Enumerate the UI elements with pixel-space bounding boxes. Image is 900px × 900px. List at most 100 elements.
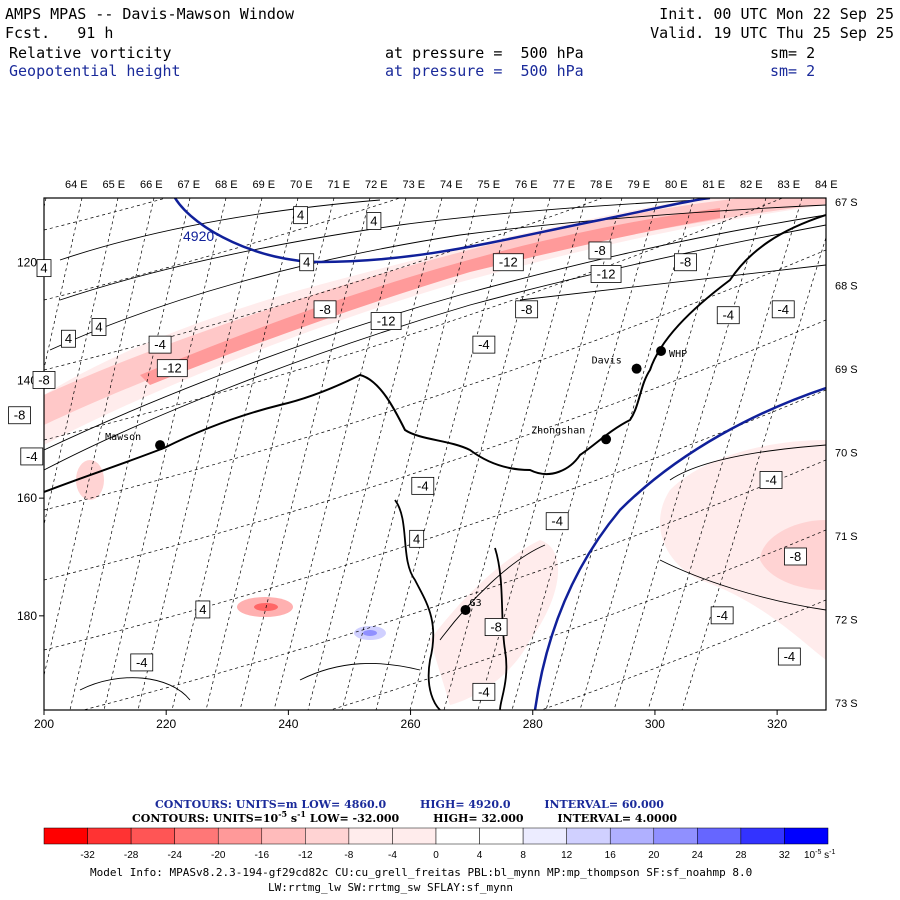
contour-label: -8	[594, 243, 606, 258]
contour-label: 4	[95, 319, 102, 334]
contour-label: -8	[38, 372, 50, 387]
colorbar-swatch	[348, 827, 393, 845]
contour-label-box	[36, 259, 52, 278]
colorbar-tick-label: 4	[477, 850, 483, 861]
longitude-label: 83 E	[778, 179, 801, 191]
vort-southeast	[660, 440, 826, 660]
station-label: G3	[470, 598, 482, 609]
colorbar-tick-label: -8	[344, 850, 353, 861]
contour-label-box	[32, 371, 56, 389]
contour-label-box	[366, 212, 382, 230]
station-dot	[155, 440, 166, 451]
latitude-labels: 67 S 68 S 69 S 70 S 71 S 72 S 73 S	[835, 197, 858, 710]
longitude-label: 79 E	[628, 179, 651, 191]
longitude-label: 65 E	[103, 179, 126, 191]
contour-label: -4	[777, 302, 789, 317]
contour-label: -8	[490, 620, 502, 635]
contour-label-box	[472, 682, 496, 701]
longitude-label: 67 E	[178, 179, 201, 191]
field1-level: at pressure = 500 hPa	[385, 44, 584, 62]
contour-label: -4	[136, 655, 148, 670]
field1-smoothing: sm= 2	[770, 44, 816, 62]
y-tick-label: 140	[17, 373, 37, 387]
colorbar-tick-label: -16	[255, 850, 270, 861]
colorbar-unit: 10-5 s-1	[804, 849, 835, 861]
contour-label-box	[771, 300, 795, 319]
latitude-label: 67 S	[835, 197, 858, 209]
contour-label: -4	[716, 608, 728, 623]
contour-label: -8	[680, 255, 692, 270]
contour-label: -12	[163, 361, 182, 376]
colorbar-swatch	[305, 827, 350, 845]
contour-label-box	[515, 300, 539, 319]
contour-label-box	[588, 241, 612, 260]
contour-label: 4	[370, 214, 377, 229]
contour-label-box	[710, 606, 734, 625]
contour-label: -12	[377, 314, 396, 329]
colorbar-tick-label: -28	[124, 850, 139, 861]
parallel-line	[44, 198, 168, 231]
longitude-label: 71 E	[328, 179, 351, 191]
contour-label: -8	[790, 549, 802, 564]
y-tick-label: 160	[17, 491, 37, 505]
y-axis: 120 140 160 180	[17, 256, 44, 623]
station-label: Mawson	[105, 432, 141, 443]
coastline	[44, 214, 826, 493]
station-dot	[601, 434, 612, 445]
longitude-label: 80 E	[665, 179, 688, 191]
station-dot	[656, 346, 667, 357]
contour-label: -4	[478, 684, 490, 699]
longitude-label: 81 E	[703, 179, 726, 191]
colorbar-swatch	[740, 827, 785, 845]
contour-label: -8	[14, 408, 26, 423]
contour-label-box	[130, 653, 154, 672]
contour-label: 4	[65, 331, 72, 346]
field2-name: Geopotential height	[9, 62, 181, 80]
contour-label: 4	[303, 255, 310, 270]
contour-labels: 4 4 4 4 4 4 4 4 -8 -12 -12 -8 -8 -12 -8 -4 -4 -12 -8 -4 -4 -8…	[8, 206, 807, 701]
longitude-label: 77 E	[553, 179, 576, 191]
contour-label-box	[313, 300, 337, 319]
meridian-line	[0, 198, 10, 710]
contour-label: -8	[521, 302, 533, 317]
colorbar-swatch	[784, 827, 829, 845]
contour-label-box	[409, 529, 425, 548]
longitude-label: 68 E	[215, 179, 238, 191]
x-tick-label: 280	[523, 717, 543, 731]
longitude-label: 78 E	[590, 179, 613, 191]
contour-label: -4	[765, 472, 777, 487]
latitude-label: 69 S	[835, 364, 858, 376]
longitude-label: 75 E	[478, 179, 501, 191]
colorbar-swatch	[566, 827, 611, 845]
contour-label-box	[293, 206, 308, 225]
latitude-label: 71 S	[835, 531, 858, 543]
contour-label-box	[590, 265, 622, 283]
contour-label-box	[484, 618, 508, 637]
x-tick-label: 320	[767, 717, 787, 731]
x-tick-label: 220	[156, 717, 176, 731]
latitude-label: 70 S	[835, 448, 858, 460]
vorticity-contour-info: CONTOURS: UNITS=10-5 s-1 LOW= -32.000 HI…	[132, 809, 677, 825]
y-tick-label: 180	[17, 609, 37, 623]
contour-label: -4	[722, 308, 734, 323]
model-info: Model Info: MPASv8.2.3-194-gf29cd82c CU:…	[90, 866, 753, 879]
contour-label-box	[20, 447, 44, 466]
contour-label-box	[777, 647, 801, 666]
contour-label: 4	[297, 208, 304, 223]
meridian-line	[579, 198, 731, 710]
colorbar-tick-label: 0	[433, 850, 439, 861]
longitude-label: 72 E	[365, 179, 388, 191]
valid-time: Valid. 19 UTC Thu 25 Sep 25	[650, 24, 894, 42]
station-label: Zhongshan	[531, 425, 585, 436]
contour-label-box	[370, 312, 402, 330]
colorbar-swatch	[87, 827, 132, 845]
longitude-labels: 64 E 65 E 66 E 67 E 68 E 69 E 70 E 71 E 72 E 73 E…	[65, 179, 838, 191]
contour-label-box	[156, 359, 188, 378]
latitude-label: 72 S	[835, 615, 858, 627]
contour-label: -4	[784, 649, 796, 664]
meridian-line	[613, 198, 767, 710]
station-dot	[631, 363, 642, 374]
x-tick-label: 260	[401, 717, 421, 731]
contour-label-box	[674, 253, 697, 272]
meridian-line	[477, 198, 623, 710]
